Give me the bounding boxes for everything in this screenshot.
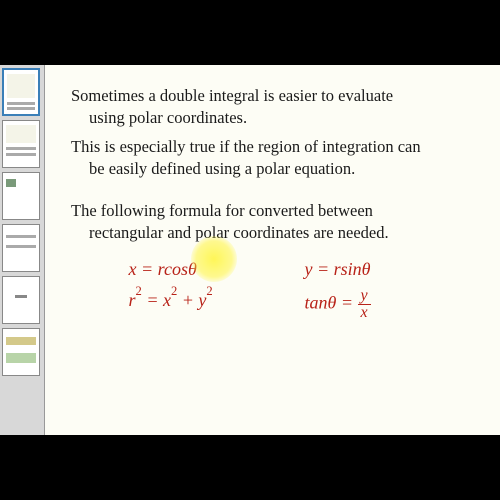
p2-line2: be easily defined using a polar equation… xyxy=(71,158,482,180)
paragraph-3: The following formula for converted betw… xyxy=(71,200,482,245)
thumbnail-slide-4[interactable] xyxy=(2,224,40,272)
slide-thumbnails-panel xyxy=(0,65,45,435)
video-frame: Sometimes a double integral is easier to… xyxy=(0,65,500,435)
p2-line1: This is especially true if the region of… xyxy=(71,137,421,156)
formula-x: x = rcosθ xyxy=(129,259,249,280)
p1-line2: using polar coordinates. xyxy=(71,107,482,129)
formula-block: x = rcosθ y = rsinθ r2 = x2 + y2 tanθ = … xyxy=(71,259,482,321)
p3-line1: The following formula for converted betw… xyxy=(71,201,373,220)
formula-row-1: x = rcosθ y = rsinθ xyxy=(71,259,482,280)
thumbnail-slide-2[interactable] xyxy=(2,120,40,168)
p1-line1: Sometimes a double integral is easier to… xyxy=(71,86,393,105)
thumbnail-slide-5[interactable] xyxy=(2,276,40,324)
paragraph-1: Sometimes a double integral is easier to… xyxy=(71,85,482,130)
fraction: yx xyxy=(358,288,371,321)
slide-content: Sometimes a double integral is easier to… xyxy=(45,65,500,435)
thumbnail-slide-3[interactable] xyxy=(2,172,40,220)
thumbnail-slide-6[interactable] xyxy=(2,328,40,376)
p3-line2: rectangular and polar coordinates are ne… xyxy=(71,222,482,244)
formula-y: y = rsinθ xyxy=(305,259,425,280)
paragraph-2: This is especially true if the region of… xyxy=(71,136,482,181)
formula-r-squared: r2 = x2 + y2 xyxy=(129,288,249,321)
formula-row-2: r2 = x2 + y2 tanθ = yx xyxy=(71,288,482,321)
formula-tan: tanθ = yx xyxy=(305,288,425,321)
thumbnail-slide-1[interactable] xyxy=(2,68,40,116)
